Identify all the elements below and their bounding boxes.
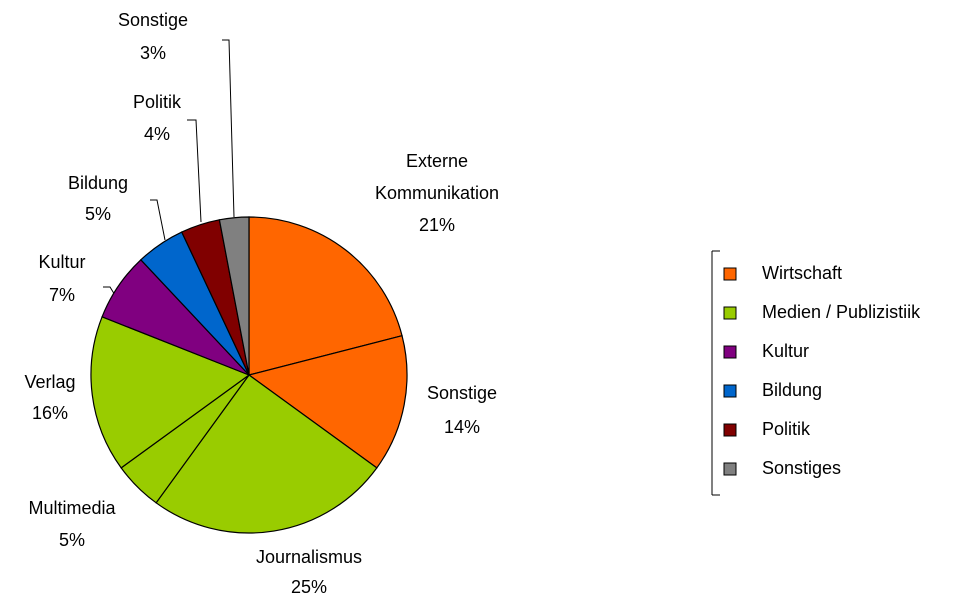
slice-label: Sonstige <box>117 10 189 30</box>
legend-label: Bildung <box>762 380 822 400</box>
legend-swatch <box>723 306 737 320</box>
leader-line <box>222 39 235 218</box>
legend-frame <box>711 250 720 496</box>
slice-label: Journalismus <box>255 547 363 567</box>
leader-line <box>187 119 202 223</box>
slice-value-label: 5% <box>58 530 86 550</box>
slice-label: Bildung <box>67 173 129 193</box>
slice-value-label: 4% <box>143 124 171 144</box>
slice-value-label: 5% <box>84 204 112 224</box>
legend-label: Sonstiges <box>762 458 841 478</box>
leader-line <box>150 199 166 241</box>
slice-value-label: 21% <box>418 215 456 235</box>
legend-swatch <box>723 462 737 476</box>
pie-slice <box>248 216 403 376</box>
legend-label: Wirtschaft <box>762 263 842 283</box>
legend-label: Medien / Publizistiik <box>762 302 921 322</box>
slice-label: Externe Kommunikation <box>374 151 500 203</box>
slice-label: Kultur <box>38 252 86 272</box>
slice-value-label: 16% <box>31 403 69 423</box>
legend-label: Kultur <box>762 341 809 361</box>
slice-value-label: 7% <box>48 285 76 305</box>
slice-value-label: 3% <box>139 43 167 63</box>
slice-value-label: 14% <box>443 417 481 437</box>
slice-label: Multimedia <box>28 498 116 518</box>
pie-slice <box>247 334 408 469</box>
slice-label: Sonstige <box>426 383 498 403</box>
legend-swatch <box>723 423 737 437</box>
slice-label: Politik <box>132 92 182 112</box>
pie-slice <box>90 316 251 469</box>
pie-slice <box>155 374 378 534</box>
legend-swatch <box>723 267 737 281</box>
legend-swatch <box>723 384 737 398</box>
legend-label: Politik <box>762 419 811 439</box>
slice-value-label: 25% <box>290 577 328 597</box>
pie-slice <box>218 216 250 376</box>
legend-swatch <box>723 345 737 359</box>
slice-label: Verlag <box>24 372 76 392</box>
